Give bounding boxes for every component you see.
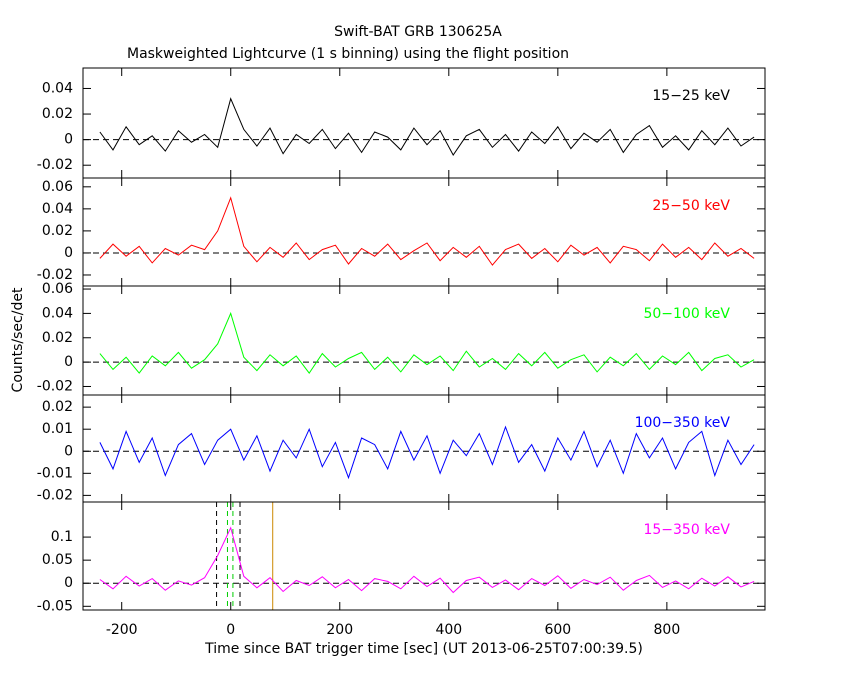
series-label: 100−350 keV: [635, 415, 731, 431]
y-tick-label: -0.02: [37, 378, 73, 394]
series-line: [99, 311, 755, 374]
y-tick-label: 0.06: [42, 281, 73, 297]
y-tick-label: 0.01: [42, 421, 73, 437]
y-tick-label: 0.04: [42, 201, 73, 217]
x-tick-label: 200: [326, 622, 353, 638]
series-label: 15−350 keV: [643, 522, 730, 538]
x-tick-label: -200: [106, 622, 138, 638]
y-tick-label: 0: [64, 132, 73, 148]
y-tick-label: 0.04: [42, 80, 73, 96]
y-tick-label: 0.1: [51, 529, 73, 545]
series-label: 15−25 keV: [652, 88, 730, 104]
series-line: [99, 425, 755, 480]
plot-frame: [82, 501, 766, 611]
y-tick-label: 0.02: [42, 106, 73, 122]
x-tick-label: 0: [226, 622, 235, 638]
x-tick-label: 400: [435, 622, 462, 638]
y-tick-label: 0.06: [42, 179, 73, 195]
y-tick-label: -0.02: [37, 487, 73, 503]
y-tick-label: 0.02: [42, 223, 73, 239]
y-tick-label: -0.02: [37, 157, 73, 173]
series-line: [99, 97, 755, 156]
y-tick-label: 0.02: [42, 399, 73, 415]
x-tick-label: 600: [544, 622, 571, 638]
y-tick-label: 0: [64, 575, 73, 591]
y-tick-label: 0.04: [42, 305, 73, 321]
y-tick-label: 0.05: [42, 552, 73, 568]
chart-subtitle: Maskweighted Lightcurve (1 s binning) us…: [127, 46, 569, 62]
y-tick-label: 0: [64, 354, 73, 370]
series-label: 50−100 keV: [643, 306, 730, 322]
chart-title: Swift-BAT GRB 130625A: [334, 24, 502, 40]
y-tick-label: -0.01: [37, 465, 73, 481]
series-line: [99, 196, 755, 266]
x-tick-label: 800: [654, 622, 681, 638]
y-tick-label: 0: [64, 443, 73, 459]
y-axis-label: Counts/sec/det: [10, 287, 26, 392]
y-tick-label: 0.02: [42, 330, 73, 346]
x-axis-label: Time since BAT trigger time [sec] (UT 20…: [204, 641, 643, 657]
y-tick-label: 0: [64, 245, 73, 261]
series-line: [99, 526, 755, 594]
series-label: 25−50 keV: [652, 198, 730, 214]
y-tick-label: -0.05: [37, 598, 73, 614]
y-tick-label: -0.02: [37, 267, 73, 283]
